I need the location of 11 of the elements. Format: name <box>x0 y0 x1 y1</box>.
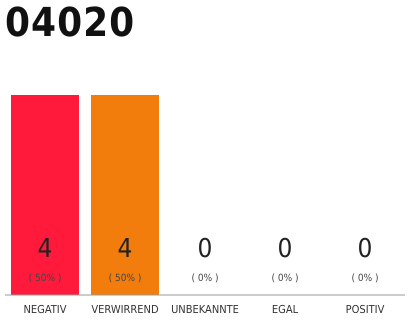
x-tick-label: NEGATIV <box>24 303 67 316</box>
chart-title: 04020 <box>5 0 136 46</box>
x-tick-label: UNBEKANNTE <box>171 303 239 316</box>
data-label: 4 ( 50% ) <box>108 234 142 284</box>
x-tick-label: VERWIRREND <box>91 303 159 316</box>
data-label: 0 ( 0% ) <box>271 234 299 284</box>
data-label: 0 ( 0% ) <box>351 234 379 284</box>
x-tick-label: EGAL <box>272 303 299 316</box>
x-tick-label: POSITIV <box>346 303 385 316</box>
data-label: 4 ( 50% ) <box>28 234 62 284</box>
data-label: 0 ( 0% ) <box>191 234 219 284</box>
